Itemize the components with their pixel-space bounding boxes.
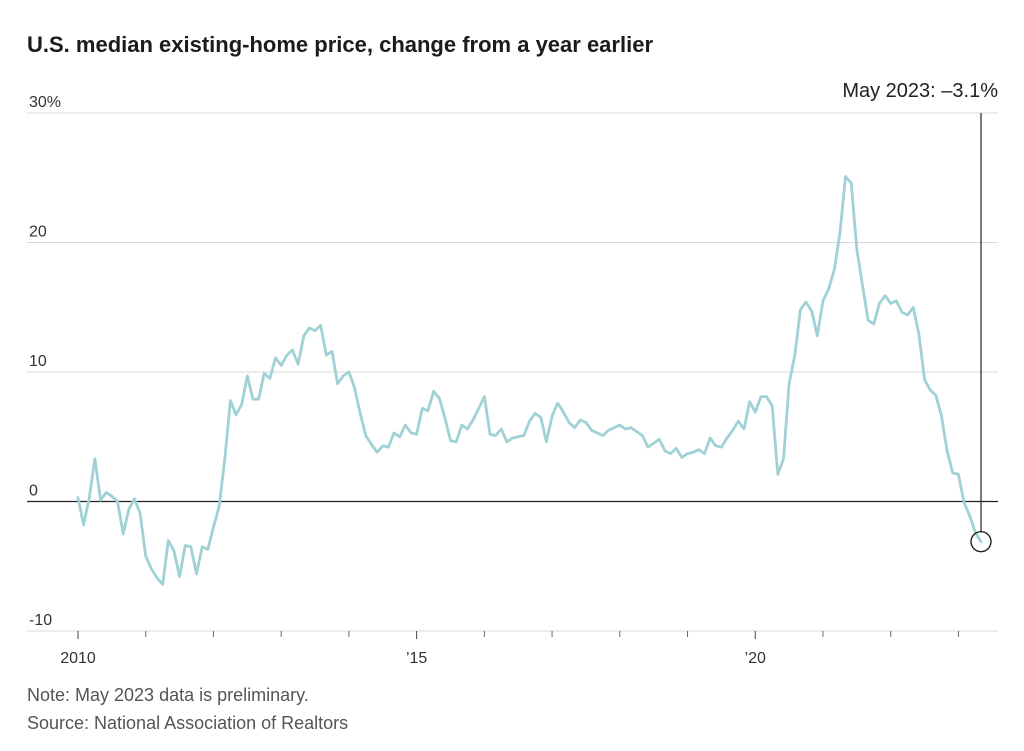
- source-note: Source: National Association of Realtors: [27, 713, 349, 733]
- chart-title: U.S. median existing-home price, change …: [27, 32, 654, 57]
- x-tick-label: ’15: [406, 650, 427, 667]
- note-preliminary: Note: May 2023 data is preliminary.: [27, 685, 309, 705]
- y-tick-label: 0: [29, 483, 38, 500]
- annotation-marker: [970, 530, 992, 553]
- series-line: [76, 175, 983, 586]
- y-tick-label: 20: [29, 224, 47, 241]
- y-tick-label: -10: [29, 612, 52, 629]
- x-axis: 2010 ’15 ’20: [27, 630, 998, 667]
- x-tick-label: ’20: [745, 650, 766, 667]
- annotation: May 2023: –3.1%: [842, 80, 998, 553]
- annotation-label: May 2023: –3.1%: [842, 80, 998, 102]
- y-tick-label: 30%: [29, 94, 61, 111]
- series-lines: [76, 175, 983, 586]
- gridlines: [27, 112, 998, 632]
- y-tick-labels: 30% 20 10 0 -10: [29, 94, 61, 629]
- y-tick-label: 10: [29, 353, 47, 370]
- x-tick-label: 2010: [60, 650, 96, 667]
